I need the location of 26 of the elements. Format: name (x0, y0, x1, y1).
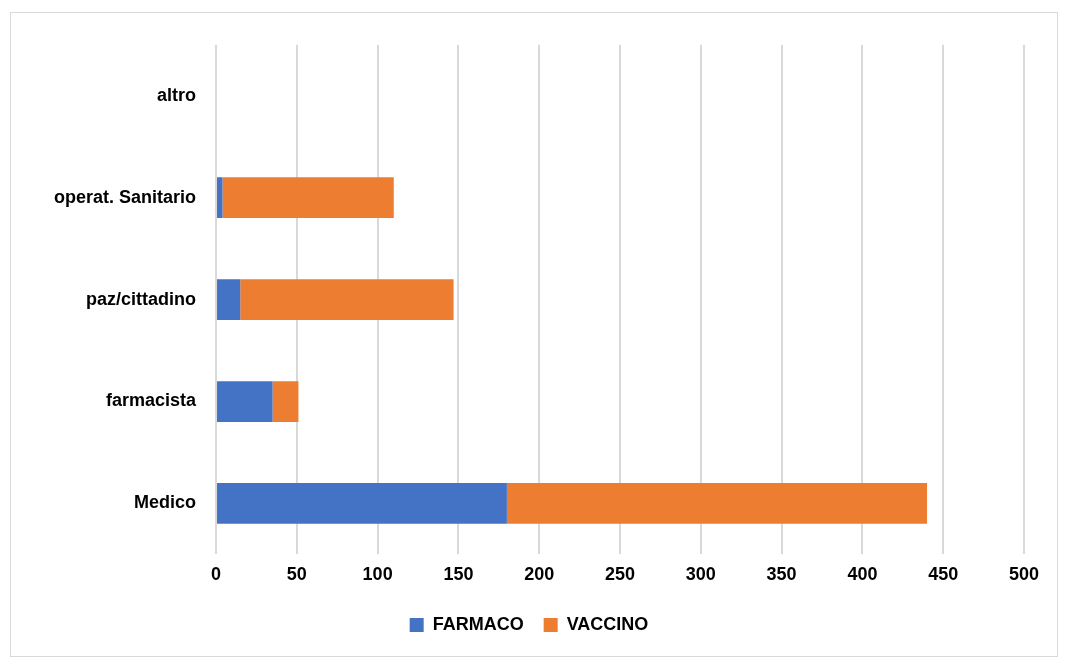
x-tick-label: 450 (928, 564, 959, 585)
x-tick-label: 200 (524, 564, 555, 585)
x-tick-label: 150 (443, 564, 474, 585)
y-tick-label: Medico (134, 492, 197, 513)
bar (272, 381, 299, 422)
x-tick-label: 400 (847, 564, 878, 585)
bar (217, 279, 241, 320)
legend-label: FARMACO (432, 613, 524, 634)
y-tick-label: paz/cittadino (86, 288, 197, 309)
x-tick-label: 0 (211, 564, 222, 585)
x-tick-label: 350 (766, 564, 797, 585)
x-tick-label: 250 (604, 564, 636, 585)
x-tick-label: 50 (286, 564, 307, 585)
x-tick-label: 100 (362, 564, 393, 585)
y-tick-label: altro (157, 84, 197, 105)
bar (240, 279, 454, 320)
y-tick-label: operat. Sanitario (54, 186, 197, 207)
bar (217, 177, 223, 219)
y-tick-label: farmacista (105, 390, 198, 411)
x-tick-label: 500 (1008, 564, 1040, 585)
bar (217, 483, 507, 524)
x-tick-label: 300 (685, 564, 716, 585)
bar (506, 483, 928, 524)
bar (222, 177, 394, 219)
bar (217, 381, 273, 422)
legend-label: VACCINO (566, 613, 649, 634)
